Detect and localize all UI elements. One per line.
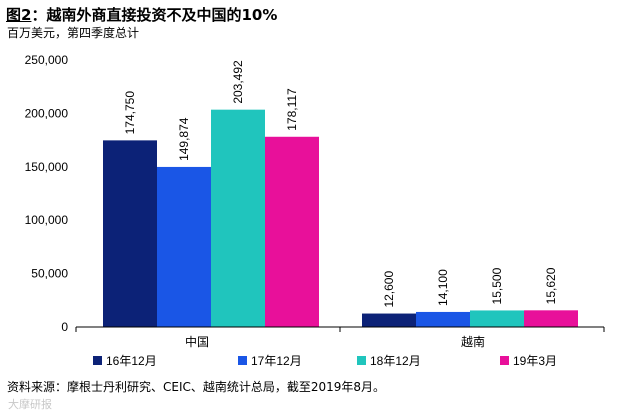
data-label: 12,600 [382,271,396,308]
watermark: 大摩研报 [8,398,52,411]
figure-number: 图2 [6,6,32,24]
data-label: 14,100 [436,269,450,306]
bar [211,109,265,327]
bar [524,310,578,327]
legend-swatch [238,356,247,365]
bar [265,136,319,327]
category-label: 中国 [185,334,209,349]
data-label: 149,874 [177,117,191,161]
legend-swatch [500,356,509,365]
legend-label: 19年3月 [513,354,557,368]
data-label: 203,492 [231,60,245,104]
legend-swatch [93,356,102,365]
legend-label: 18年12月 [370,354,421,368]
legend-swatch [357,356,366,365]
data-label: 178,117 [285,88,299,131]
category-label: 越南 [461,334,485,349]
bar [470,310,524,327]
data-label: 15,500 [490,267,504,304]
y-tick-label: 250,000 [25,53,69,67]
bar [416,311,470,327]
y-tick-label: 200,000 [25,106,69,120]
y-tick-label: 100,000 [25,213,69,227]
unit-label: 百万美元，第四季度总计 [7,26,140,40]
y-tick-label: 0 [61,320,68,334]
legend-label: 16年12月 [106,354,157,368]
y-tick-label: 150,000 [25,160,69,174]
chart-title: 图2：越南外商直接投资不及中国的10% [6,4,277,25]
data-label: 15,620 [544,267,558,304]
bar [157,166,211,327]
data-label: 174,750 [123,91,137,135]
figure-title-text: ：越南外商直接投资不及中国的10% [31,6,278,24]
bar [362,313,416,327]
y-tick-label: 50,000 [31,267,68,281]
bar [103,140,157,327]
source-note: 资料来源：摩根士丹利研究、CEIC、越南统计总局，截至2019年8月。 [7,380,386,394]
legend-label: 17年12月 [251,354,302,368]
